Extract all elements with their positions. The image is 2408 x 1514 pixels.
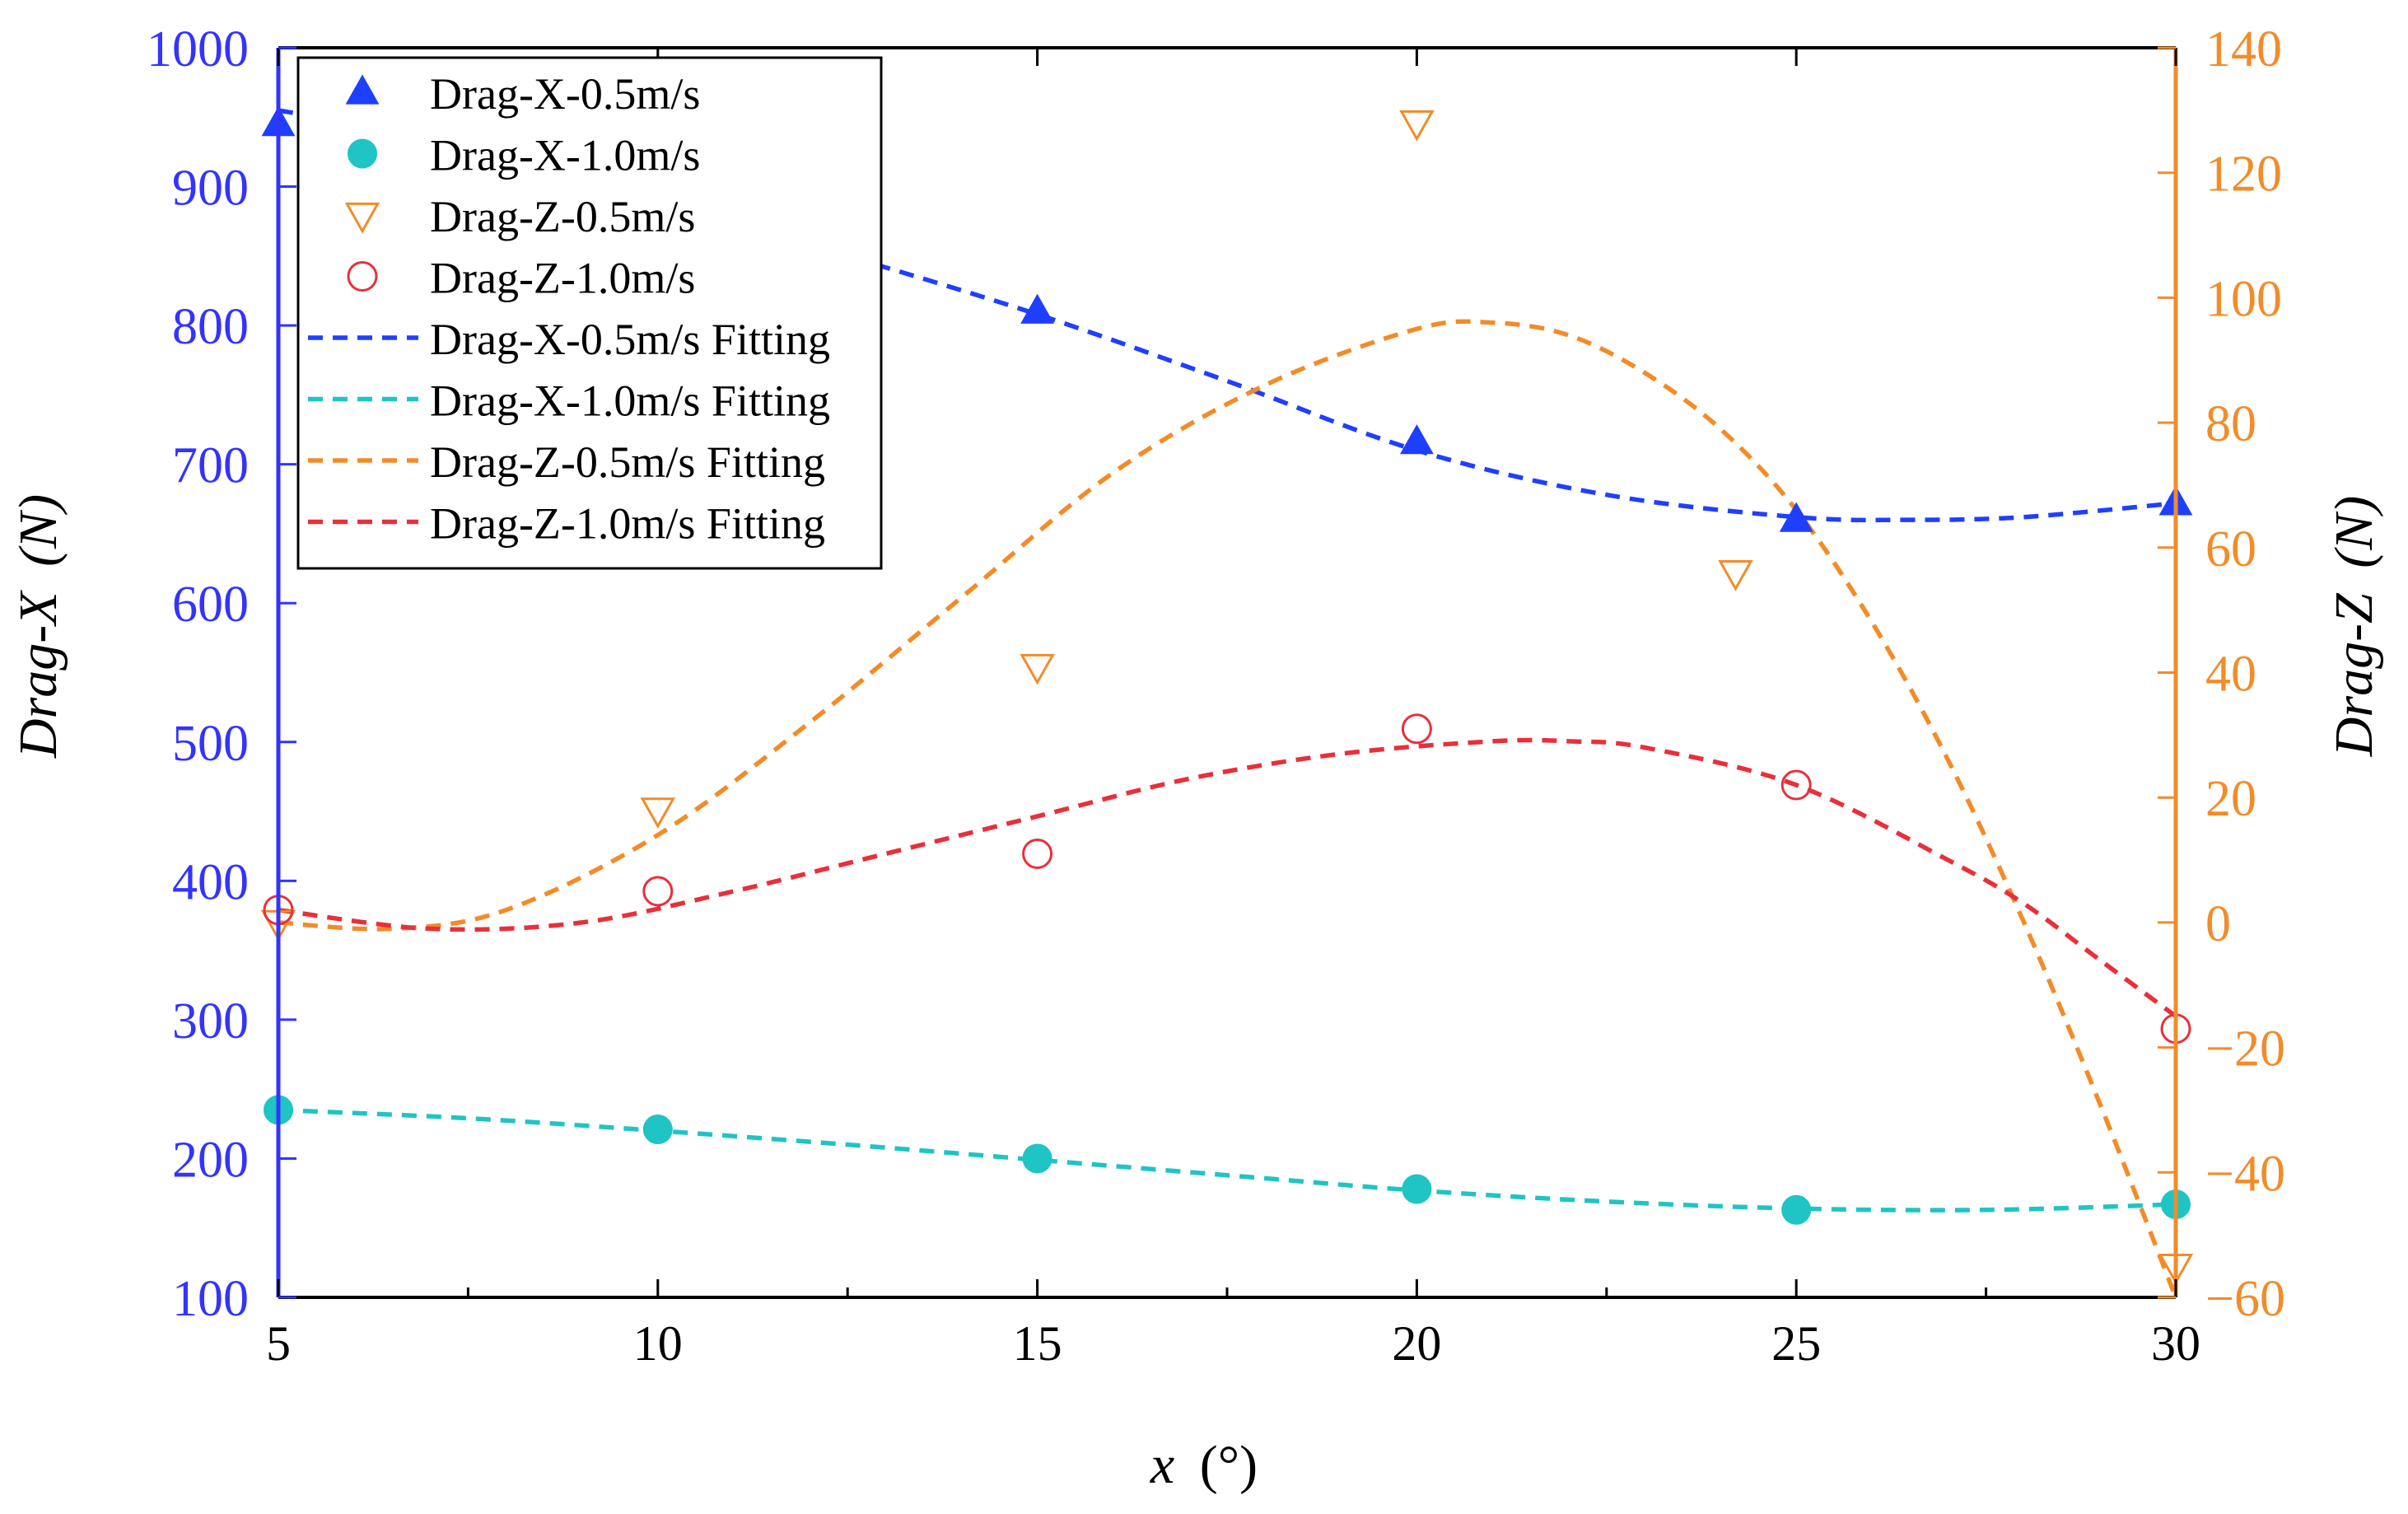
y-right-tick-label: 20	[2205, 771, 2256, 827]
drag-z-1-0m-s-point	[1780, 769, 1812, 801]
y-right-tick-label: −60	[2205, 1271, 2285, 1327]
legend-item-drag-x-1-0m-s: Drag-X-1.0m/s	[348, 131, 700, 180]
drag-z-1-0m-s-fitting-line	[278, 737, 2176, 1018]
legend-label: Drag-X-1.0m/s Fitting	[430, 376, 830, 426]
legend-marker-drag-z-1-0m-s	[347, 261, 378, 292]
drag-z-1-0m-s-point	[1401, 713, 1432, 745]
x-axis-label-var: x	[1150, 1435, 1174, 1495]
y-left-tick-label: 500	[172, 716, 249, 772]
y-right-axis-label: Drag-Z (N)	[2324, 496, 2384, 758]
y-right-tick-label: 100	[2205, 271, 2282, 327]
legend-item-drag-x-0-5m-s: Drag-X-0.5m/s	[345, 69, 700, 119]
legend-label: Drag-X-0.5m/s	[430, 69, 700, 119]
drag-x-0-5m-s-point	[1779, 502, 1813, 532]
drag-z-0-5m-s-point	[1020, 653, 1055, 685]
y-right-tick-label: 80	[2205, 396, 2256, 452]
y-right-tick-label: 140	[2205, 21, 2282, 77]
y-right-tick-label: 120	[2205, 147, 2282, 203]
drag-x-0-5m-s-point	[1020, 293, 1055, 324]
y-right-tick-label: 60	[2205, 521, 2256, 577]
y-left-tick-label: 200	[172, 1132, 249, 1188]
y-right-tick-label: 0	[2205, 896, 2231, 952]
drag-z-1-0m-s-point	[1022, 838, 1053, 869]
y-left-tick-label: 1000	[147, 21, 249, 77]
y-left-axis-label-var: Drag-X	[8, 590, 68, 759]
legend-label: Drag-X-0.5m/s Fitting	[430, 315, 830, 364]
y-right-axis-label-var: Drag-Z	[2324, 592, 2384, 757]
legend-item-drag-x-1-0m-s-fitting: Drag-X-1.0m/s Fitting	[308, 376, 830, 426]
drag-x-1-0m-s-fitting-line	[278, 1107, 2176, 1213]
legend-item-drag-z-1-0m-s: Drag-Z-1.0m/s	[347, 254, 695, 303]
y-left-axis-label: Drag-X (N)	[8, 494, 68, 759]
legend-label: Drag-Z-1.0m/s Fitting	[430, 499, 825, 549]
legend-item-drag-z-1-0m-s-fitting: Drag-Z-1.0m/s Fitting	[308, 499, 825, 549]
y-left-tick-label: 600	[172, 577, 249, 633]
legend-item-drag-z-0-5m-s-fitting: Drag-Z-0.5m/s Fitting	[308, 437, 825, 487]
x-tick-label: 5	[266, 1316, 291, 1371]
legend-label: Drag-Z-0.5m/s Fitting	[430, 437, 825, 487]
drag-z-0-5m-s-fitting-line	[278, 319, 2176, 1299]
legend-marker-drag-x-1-0m-s	[348, 138, 377, 169]
y-right-tick-label: 40	[2205, 647, 2256, 703]
y-right-axis-label-unit: (N)	[2324, 496, 2384, 568]
legend-label: Drag-Z-1.0m/s	[430, 254, 695, 303]
y-right-tick-label: −40	[2205, 1146, 2285, 1202]
legend-box	[296, 56, 883, 570]
legend-item-drag-z-0-5m-s: Drag-Z-0.5m/s	[344, 192, 695, 241]
x-tick-label: 15	[1013, 1316, 1062, 1371]
x-tick-label: 30	[2151, 1316, 2200, 1371]
drag-z-0-5m-s-point	[640, 797, 676, 829]
y-left-tick-label: 800	[172, 299, 249, 355]
drag-x-1-0m-s-point	[1402, 1174, 1432, 1204]
x-tick-label: 20	[1392, 1316, 1441, 1371]
x-tick-label: 25	[1771, 1316, 1821, 1371]
drag-x-1-0m-s-point	[1022, 1143, 1052, 1174]
legend-marker-drag-z-0-5m-s	[344, 202, 380, 234]
legend-label: Drag-X-1.0m/s	[430, 131, 700, 180]
y-left-axis-label-unit: (N)	[8, 494, 68, 567]
axes: 5 10 15 20 25 3010020030040050060070080090010…	[147, 21, 2285, 1371]
y-right-tick-label: −20	[2205, 1021, 2285, 1077]
y-left-tick-label: 400	[172, 854, 249, 910]
y-left-tick-label: 300	[172, 993, 249, 1049]
drag-x-1-0m-s-point	[642, 1114, 673, 1145]
legend: Drag-X-0.5m/s Drag-X-1.0m/s Drag-Z-0.5m/s D…	[296, 56, 883, 570]
drag-z-0-5m-s-point	[1718, 560, 1753, 591]
x-axis-label: x (°)	[1150, 1435, 1258, 1495]
y-left-tick-label: 900	[172, 161, 249, 217]
legend-marker-drag-x-0-5m-s	[345, 74, 380, 105]
x-axis-label-unit: (°)	[1200, 1435, 1258, 1495]
y-left-tick-label: 700	[172, 438, 249, 494]
drag-x-1-0m-s-point	[1781, 1194, 1812, 1225]
x-tick-label: 10	[633, 1316, 683, 1371]
y-left-tick-label: 100	[172, 1271, 249, 1327]
legend-label: Drag-Z-0.5m/s	[430, 192, 695, 241]
legend-item-drag-x-0-5m-s-fitting: Drag-X-0.5m/s Fitting	[308, 315, 830, 364]
drag-z-1-0m-s-point	[642, 876, 674, 907]
drag-x-0-5m-s-point	[1399, 424, 1434, 455]
drag-z-0-5m-s-point	[1399, 110, 1435, 142]
